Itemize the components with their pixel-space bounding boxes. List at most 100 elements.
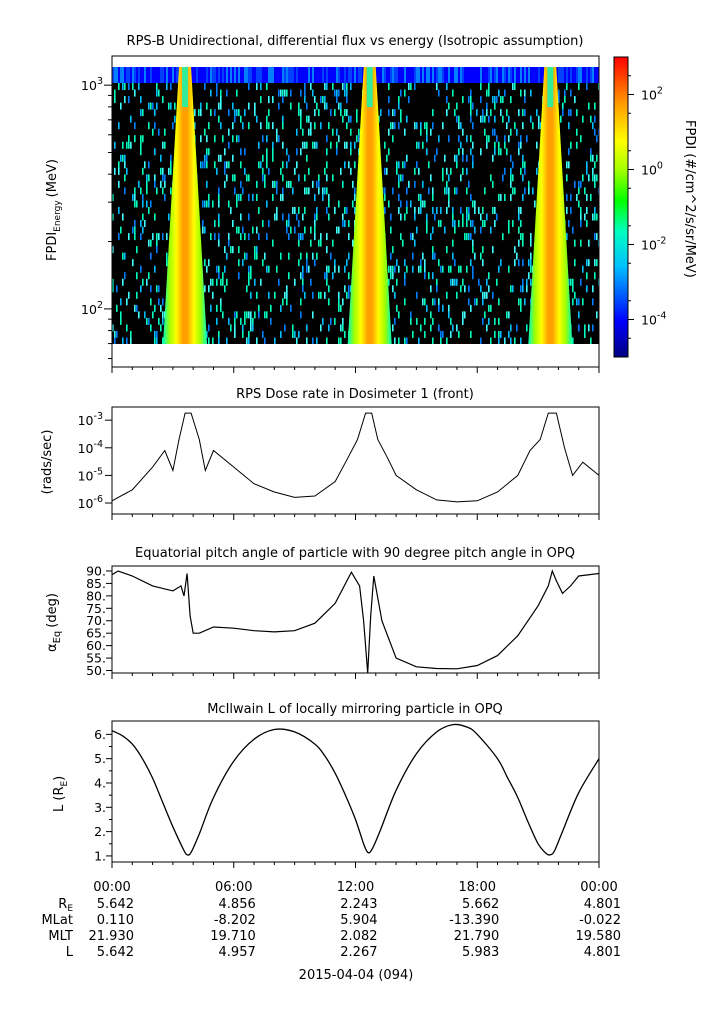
spectrogram-cell bbox=[148, 102, 150, 110]
spectrogram-cell bbox=[580, 278, 582, 286]
spectrogram-cell bbox=[312, 337, 314, 344]
pitch-angle-y-tick-label: 85. bbox=[86, 576, 106, 591]
spectrogram-cell bbox=[262, 154, 264, 162]
spectrogram-cell bbox=[490, 174, 492, 182]
spectrogram-cell bbox=[588, 102, 590, 110]
spectrogram-cell bbox=[454, 154, 456, 162]
spectrogram-cell bbox=[122, 213, 124, 221]
spectrogram-cell bbox=[122, 337, 124, 344]
spectrogram-cell bbox=[246, 311, 248, 319]
spectrogram-cell bbox=[330, 252, 332, 260]
spectrogram-cell bbox=[280, 89, 282, 97]
spectrogram-cell bbox=[314, 109, 316, 117]
spectrogram-cell bbox=[328, 298, 330, 306]
spectrogram-cell bbox=[222, 311, 224, 319]
spectrogram-cell bbox=[162, 187, 164, 195]
spectrogram-cell bbox=[394, 122, 396, 130]
spectrogram-cell bbox=[356, 135, 358, 143]
spectrogram-cell bbox=[508, 115, 510, 123]
spectrogram-cell bbox=[398, 67, 400, 83]
spectrogram-cell bbox=[400, 233, 402, 241]
ephemeris-value: -13.390 bbox=[449, 913, 499, 928]
spectrogram-cell bbox=[428, 67, 430, 83]
spectrogram-cell bbox=[510, 285, 512, 293]
spectrogram-cell bbox=[170, 154, 172, 162]
spectrogram-cell bbox=[570, 109, 572, 117]
spectrogram-cell bbox=[318, 291, 320, 299]
spectrogram-cell bbox=[416, 317, 418, 325]
spectrogram-cell bbox=[458, 135, 460, 143]
spectrogram-cell bbox=[142, 135, 144, 143]
spectrogram-cell bbox=[338, 89, 340, 97]
spectrogram-cell bbox=[260, 83, 262, 91]
spectrogram-cell bbox=[226, 174, 228, 182]
spectrogram-cell bbox=[582, 67, 584, 83]
spectrogram-cell bbox=[414, 213, 416, 221]
spectrogram-cell bbox=[126, 324, 128, 332]
spectrogram-cell bbox=[224, 167, 226, 175]
spectrogram-cell bbox=[164, 141, 166, 149]
mcilwain-l-frame bbox=[111, 720, 600, 863]
spectrogram-cell bbox=[118, 67, 120, 83]
spectrogram-cell bbox=[348, 115, 350, 123]
spectrogram-cell bbox=[514, 83, 516, 91]
spectrogram-cell bbox=[156, 67, 158, 83]
spectrogram-cell bbox=[388, 148, 390, 156]
spectrogram-cell bbox=[310, 122, 312, 130]
spectrogram-cell bbox=[130, 115, 132, 123]
spectrogram-cell bbox=[336, 89, 338, 97]
spectrogram-cell bbox=[446, 96, 448, 104]
spectrogram-cell bbox=[578, 200, 580, 208]
spectrogram-cell bbox=[276, 135, 278, 143]
spectrogram-cell bbox=[524, 167, 526, 175]
spectrogram-cell bbox=[592, 154, 594, 162]
colorbar-tick-label: 10-2 bbox=[641, 236, 666, 253]
spectrogram-cell bbox=[326, 233, 328, 241]
spectrogram-cell bbox=[304, 83, 306, 91]
spectrogram-cell bbox=[170, 161, 172, 169]
spectrogram-cell bbox=[396, 278, 398, 286]
spectrogram-cell bbox=[434, 298, 436, 306]
spectrogram-cell bbox=[120, 311, 122, 319]
spectrogram-cell bbox=[566, 233, 568, 241]
spectrogram-cell bbox=[150, 324, 152, 332]
spectrogram-cell bbox=[442, 67, 444, 83]
spectrogram-cell bbox=[402, 239, 404, 247]
spectrogram-cell bbox=[112, 285, 114, 293]
spectrogram-cell bbox=[594, 213, 596, 221]
spectrogram-cell bbox=[284, 291, 286, 299]
spectrogram-cell bbox=[442, 167, 444, 175]
spectrogram-cell bbox=[432, 246, 434, 254]
spectrogram-cell bbox=[500, 96, 502, 104]
spectrogram-cell bbox=[444, 226, 446, 234]
spectrogram-cell bbox=[520, 67, 522, 83]
spectrogram-cell bbox=[128, 291, 130, 299]
spectrogram-cell bbox=[300, 311, 302, 319]
spectrogram-cell bbox=[502, 174, 504, 182]
spectrogram-cell bbox=[344, 67, 346, 83]
spectrogram-cell bbox=[142, 193, 144, 201]
spectrogram-cell bbox=[168, 67, 170, 83]
spectrogram-cell bbox=[126, 337, 128, 344]
spectrogram-cell bbox=[340, 337, 342, 344]
spectrogram-cell bbox=[220, 122, 222, 130]
spectrogram-cell bbox=[194, 109, 196, 117]
spectrogram-cell bbox=[566, 161, 568, 169]
spectrogram-cell bbox=[446, 180, 448, 188]
spectrogram-cell bbox=[510, 174, 512, 182]
spectrogram-cell bbox=[582, 265, 584, 273]
spectrogram-cell bbox=[568, 220, 570, 228]
spectrogram-cell bbox=[500, 109, 502, 117]
spectrogram-cell bbox=[348, 291, 350, 299]
ephemeris-row-label: L bbox=[66, 945, 74, 960]
spectrogram-cell bbox=[330, 141, 332, 149]
spectrogram-cell bbox=[134, 220, 136, 228]
spectrogram-cell bbox=[416, 141, 418, 149]
colorbar-tick-label: 102 bbox=[641, 86, 663, 103]
spectrogram-cell bbox=[520, 89, 522, 97]
spectrogram-cell bbox=[466, 213, 468, 221]
spectrogram-cell bbox=[314, 233, 316, 241]
spectrogram-cell bbox=[314, 67, 316, 83]
spectrogram-cell bbox=[348, 161, 350, 169]
spectrogram-cell bbox=[422, 67, 424, 83]
